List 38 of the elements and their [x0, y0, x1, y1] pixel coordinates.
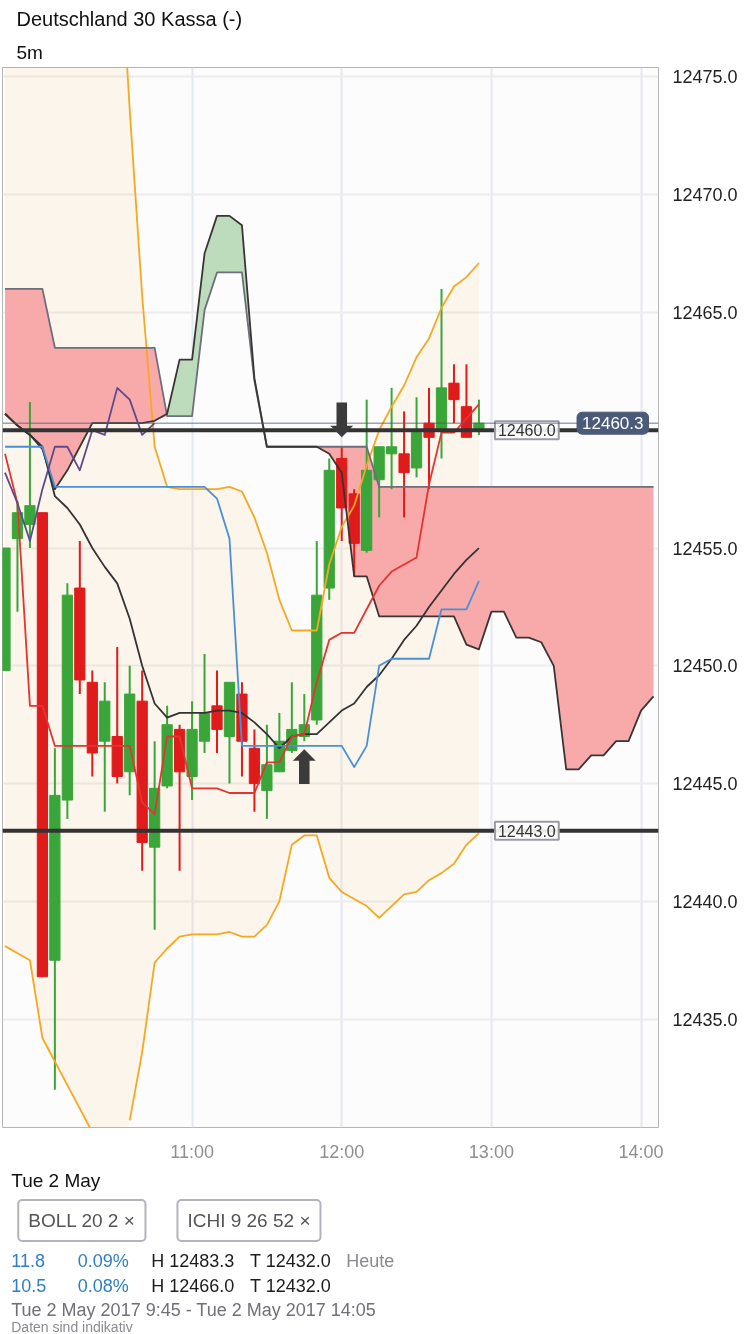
text: H 12466.0 — [151, 1275, 235, 1296]
line-series — [4, 271, 655, 488]
ref-line-label: 12443.0 — [497, 822, 556, 840]
x-tick-label: 13:00 — [468, 1141, 514, 1162]
chart-subtitle: 5m — [16, 41, 43, 63]
line-series — [4, 386, 156, 542]
ref-line-label: 12460.3 — [582, 414, 644, 434]
y-tick-label: 12440.0 — [672, 891, 738, 912]
y-tick-label: 12450.0 — [672, 656, 738, 677]
y-tick-label: 12470.0 — [672, 185, 738, 206]
text: H 12483.3 — [151, 1250, 235, 1271]
text: 10.5 — [11, 1276, 47, 1296]
text: 0.08% — [77, 1275, 129, 1296]
text: BOLL 20 2 × — [28, 1210, 135, 1231]
text: Tue 2 May 2017 9:45 - Tue 2 May 2017 14:05 — [11, 1299, 376, 1320]
y-tick-label: 12435.0 — [672, 1009, 738, 1030]
text: Tue 2 May — [11, 1170, 101, 1191]
text: Heute — [346, 1250, 395, 1271]
candlestick — [398, 410, 410, 519]
y-tick-label: 12445.0 — [672, 774, 738, 795]
y-tick-label: 12455.0 — [672, 538, 738, 559]
chart-title: Deutschland 30 Kassa (-) — [16, 7, 243, 30]
annotation: ⬆ — [285, 741, 324, 796]
text: T 12432.0 — [250, 1275, 331, 1296]
x-tick-label: 14:00 — [618, 1141, 664, 1162]
text: 11.8 — [11, 1251, 45, 1271]
text: 0.09% — [77, 1250, 129, 1271]
y-tick-label: 12465.0 — [672, 302, 738, 323]
x-tick-label: 12:00 — [319, 1141, 365, 1162]
y-tick-label: 12475.0 — [672, 67, 738, 88]
text: ICHI 9 26 52 × — [187, 1210, 311, 1231]
candlestick — [448, 363, 460, 425]
line-series — [128, 832, 480, 1122]
candlestick — [211, 669, 223, 754]
line-series — [4, 403, 480, 816]
x-tick-label: 11:00 — [170, 1141, 214, 1162]
ref-line-label: 12460.0 — [497, 422, 556, 440]
text: T 12432.0 — [250, 1250, 331, 1271]
